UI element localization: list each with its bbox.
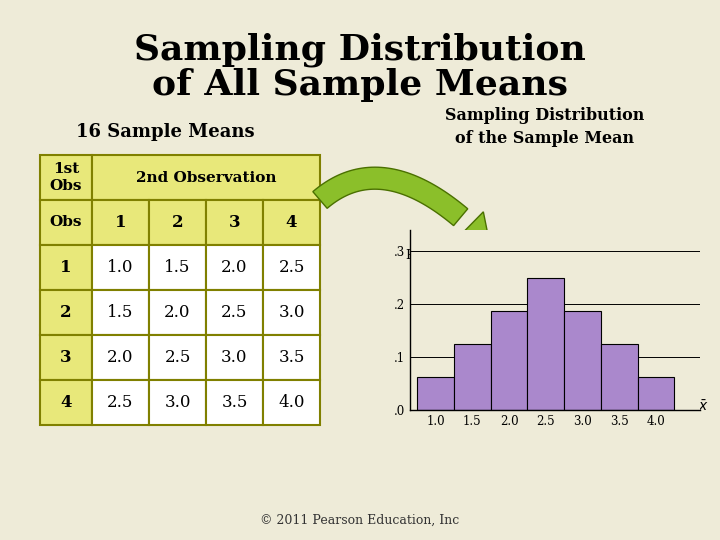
Bar (206, 245, 263, 290)
Bar (40, 335, 92, 380)
Text: 3.5: 3.5 (221, 394, 248, 411)
Text: 2.0: 2.0 (221, 259, 248, 276)
Bar (92, 380, 149, 425)
Text: 2.5: 2.5 (279, 259, 305, 276)
Bar (40, 200, 92, 245)
Bar (149, 290, 206, 335)
Text: 2nd Observation: 2nd Observation (136, 171, 276, 185)
Bar (149, 380, 206, 425)
Text: 1.5: 1.5 (107, 304, 134, 321)
Text: 2.5: 2.5 (107, 394, 134, 411)
Bar (263, 380, 320, 425)
Bar (263, 200, 320, 245)
Bar (149, 335, 206, 380)
Bar (206, 335, 263, 380)
Text: P(x̅): P(x̅) (405, 248, 431, 261)
Bar (454, 344, 491, 410)
Text: of All Sample Means: of All Sample Means (152, 68, 568, 102)
Text: 1st
Obs: 1st Obs (50, 163, 82, 193)
PathPatch shape (456, 212, 490, 245)
Bar (149, 200, 206, 245)
Bar (206, 290, 263, 335)
Bar (40, 155, 92, 200)
Text: 3.0: 3.0 (221, 349, 248, 366)
Text: 2.0: 2.0 (164, 304, 191, 321)
Text: 3.0: 3.0 (164, 394, 191, 411)
Text: 4: 4 (286, 214, 297, 231)
Bar (206, 380, 263, 425)
Text: 2.0: 2.0 (107, 349, 134, 366)
Bar (263, 290, 320, 335)
Bar (638, 377, 675, 410)
Bar (263, 335, 320, 380)
Text: 16 Sample Means: 16 Sample Means (76, 123, 254, 141)
Text: Sampling Distribution: Sampling Distribution (134, 33, 586, 68)
Text: 3.5: 3.5 (279, 349, 305, 366)
Text: Sampling Distribution
of the Sample Mean: Sampling Distribution of the Sample Mean (445, 107, 644, 147)
Text: 2.5: 2.5 (221, 304, 248, 321)
Text: 4.0: 4.0 (278, 394, 305, 411)
Bar (40, 380, 92, 425)
Bar (263, 245, 320, 290)
Text: © 2011 Pearson Education, Inc: © 2011 Pearson Education, Inc (261, 514, 459, 526)
Bar (418, 377, 454, 410)
Bar (40, 290, 92, 335)
Bar (92, 200, 149, 245)
Bar (92, 245, 149, 290)
Bar (528, 278, 564, 410)
Text: 3: 3 (60, 349, 72, 366)
Bar (564, 310, 601, 410)
Bar (491, 310, 528, 410)
Text: 2.5: 2.5 (164, 349, 191, 366)
Text: 2: 2 (60, 304, 72, 321)
Text: 3: 3 (229, 214, 240, 231)
Bar (149, 245, 206, 290)
Text: 1.5: 1.5 (164, 259, 191, 276)
Bar (92, 155, 320, 200)
Bar (40, 245, 92, 290)
Bar (92, 290, 149, 335)
Text: 1.0: 1.0 (107, 259, 134, 276)
Bar (601, 344, 638, 410)
Text: 2: 2 (171, 214, 184, 231)
Text: $\bar{x}$: $\bar{x}$ (698, 400, 708, 414)
Bar (92, 335, 149, 380)
Text: 1: 1 (114, 214, 126, 231)
Text: 3.0: 3.0 (278, 304, 305, 321)
Text: 4: 4 (60, 394, 72, 411)
PathPatch shape (313, 167, 468, 226)
Text: 1: 1 (60, 259, 72, 276)
Bar (206, 200, 263, 245)
Text: Obs: Obs (50, 215, 82, 230)
